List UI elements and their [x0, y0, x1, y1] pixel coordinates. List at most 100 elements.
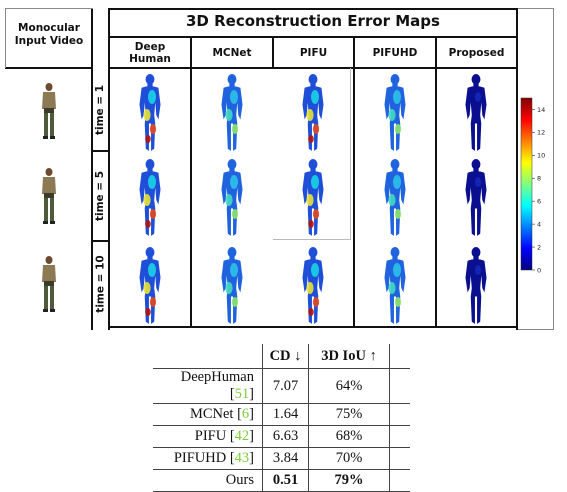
iou-value: 75%: [308, 403, 390, 426]
table-row: PIFU [42] 6.63 68%: [153, 425, 410, 448]
figure-left-border: [91, 8, 93, 330]
cd-value: 3.84: [262, 447, 309, 470]
method-header-pifu: PIFU: [299, 47, 328, 59]
col-sep-4: [435, 37, 437, 328]
spacer-cell: [389, 425, 410, 448]
table-row: PIFUHD [43] 3.84 70%: [153, 447, 410, 470]
error-map-figure: [384, 159, 406, 236]
error-map-figure: [302, 74, 324, 151]
method-header-mcnet: MCNet: [212, 47, 252, 59]
colorbar-gradient: [520, 97, 533, 271]
left-header: Monocular Input Video: [6, 22, 92, 48]
colorbar-tick-label: 14: [537, 106, 545, 114]
table-header-row: CD ↓ 3D IoU ↑: [153, 344, 410, 369]
method-header-line: Deep: [134, 41, 166, 53]
error-map-figure: [465, 247, 487, 324]
error-map-figure: [139, 74, 161, 151]
figure-outer-bottom: [518, 329, 554, 330]
row-sep-2: [91, 240, 110, 242]
cd-value: 7.07: [262, 368, 309, 404]
row-sep-1: [91, 150, 110, 152]
spacer-cell: [389, 368, 410, 404]
spacer-cell: [389, 469, 410, 492]
row-label-box-5: time = 5: [93, 152, 108, 240]
spacer-cell: [389, 403, 410, 426]
iou-value: 68%: [308, 425, 390, 448]
results-table: CD ↓ 3D IoU ↑ DeepHuman [51] 7.07 64% MC…: [153, 344, 410, 492]
table-row: MCNet [6] 1.64 75%: [153, 403, 410, 426]
figure-right-border: [516, 8, 518, 330]
title-underline: [108, 36, 518, 38]
cd-value: 1.64: [262, 403, 309, 426]
table-header-iou: 3D IoU ↑: [308, 344, 390, 369]
citation-link[interactable]: 6: [241, 406, 250, 422]
method-header-line: Human: [129, 53, 171, 65]
left-header-underline: [5, 67, 93, 69]
row-label-time-1: time = 1: [94, 84, 107, 135]
method-name: DeepHuman [: [180, 369, 254, 402]
method-name: Ours: [225, 472, 254, 488]
row-label-box-1: time = 1: [93, 69, 108, 150]
input-frame-person: [42, 256, 56, 312]
pifu-box-bottom: [273, 239, 351, 240]
method-name: PIFUHD [: [173, 450, 235, 466]
error-colorbar: 14 12 10 8 6 4 2 0: [520, 97, 545, 274]
colorbar-tick-label: 0: [537, 266, 541, 274]
iou-value: 64%: [308, 368, 390, 404]
iou-value: 79%: [308, 469, 390, 492]
cd-value: 0.51: [262, 469, 309, 492]
colorbar-tick-label: 8: [537, 175, 541, 183]
table-header-spacer: [389, 344, 410, 369]
colorbar-tick-label: 2: [537, 243, 541, 251]
figure-outer-right: [553, 8, 554, 330]
input-video-frames: [42, 83, 56, 312]
table-row: DeepHuman [51] 7.07 64%: [153, 368, 410, 404]
figure-left-border-inner: [108, 8, 110, 330]
spacer-cell: [389, 447, 410, 470]
table-row: Ours 0.51 79%: [153, 469, 410, 492]
citation-link[interactable]: 51: [234, 386, 250, 402]
error-map-figure: [384, 74, 406, 151]
figure-title: 3D Reconstruction Error Maps: [186, 12, 440, 30]
colorbar-tick-label: 12: [537, 129, 545, 137]
colorbar-tick-label: 4: [537, 220, 541, 228]
citation-link[interactable]: 42: [234, 428, 250, 444]
header-row-underline: [108, 67, 518, 69]
colorbar-tick-label: 10: [537, 152, 545, 160]
col-sep-3: [353, 37, 355, 328]
citation-link[interactable]: 43: [234, 450, 250, 466]
bracket: ]: [249, 450, 254, 466]
input-frame-person: [42, 83, 56, 139]
figure-bottom-border: [108, 326, 518, 328]
row-label-time-10: time = 10: [94, 255, 107, 313]
error-map-figure: [465, 159, 487, 236]
figure-top-border: [108, 8, 518, 10]
error-map-figure: [139, 159, 161, 236]
method-name-cell: Ours: [153, 469, 263, 492]
method-name-cell: PIFUHD [43]: [153, 447, 263, 470]
method-header-proposed: Proposed: [448, 47, 505, 59]
table-header-cd: CD ↓: [262, 344, 309, 369]
col-sep-1: [190, 37, 192, 328]
method-name: MCNet [: [189, 406, 242, 422]
error-map-figure: [221, 74, 243, 151]
iou-value: 70%: [308, 447, 390, 470]
pifu-box-right: [350, 68, 351, 240]
row-label-time-5: time = 5: [94, 170, 107, 222]
colorbar-tick-label: 6: [537, 198, 541, 206]
bracket: ]: [249, 428, 254, 444]
left-header-box-left: [5, 8, 6, 68]
method-header-pifuhd: PIFUHD: [372, 47, 418, 59]
error-map-figure: [139, 247, 161, 324]
error-map-figure: [384, 247, 406, 324]
error-map-figure: [465, 74, 487, 151]
error-map-figure: [221, 247, 243, 324]
method-name: PIFU [: [194, 428, 235, 444]
col-sep-2: [272, 37, 274, 68]
table-header-empty: [153, 344, 263, 369]
left-header-line-1: Monocular: [18, 22, 80, 34]
bracket: ]: [249, 406, 254, 422]
method-name-cell: MCNet [6]: [153, 403, 263, 426]
bracket: ]: [249, 386, 254, 402]
row-label-box-10: time = 10: [93, 242, 108, 326]
